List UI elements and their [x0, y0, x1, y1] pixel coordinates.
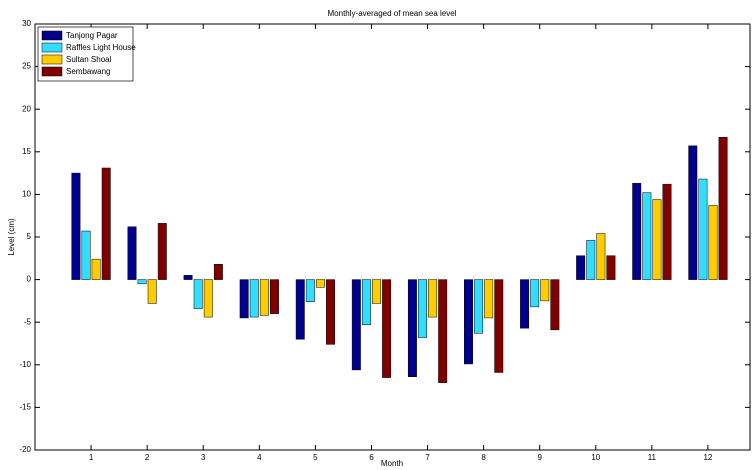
- y-tick-label: -15: [19, 403, 31, 412]
- x-tick-label: 4: [257, 453, 262, 462]
- bar: [438, 279, 448, 383]
- bar: [632, 183, 642, 280]
- x-tick-label: 2: [145, 453, 150, 462]
- bar: [382, 279, 392, 378]
- x-tick-label: 11: [648, 453, 657, 462]
- chart-title: Monthly-averaged of mean sea level: [328, 9, 457, 18]
- bar: [540, 279, 550, 302]
- bar: [484, 279, 494, 319]
- x-tick-label: 1: [89, 453, 94, 462]
- bar: [586, 240, 596, 280]
- x-tick-label: 9: [537, 453, 542, 462]
- bar: [137, 279, 147, 285]
- y-tick-label: 0: [27, 275, 32, 284]
- bar: [407, 279, 417, 377]
- bar: [127, 226, 137, 280]
- bar: [361, 279, 371, 326]
- bar: [203, 279, 213, 318]
- legend-swatch: [41, 54, 63, 65]
- bar: [464, 279, 473, 365]
- bar: [326, 279, 335, 345]
- bar: [305, 279, 315, 303]
- bar: [315, 279, 325, 288]
- legend-swatch: [41, 30, 63, 41]
- bar: [596, 233, 606, 280]
- bar: [259, 279, 269, 316]
- y-tick-label: -5: [24, 317, 32, 326]
- x-tick-label: 8: [481, 453, 486, 462]
- bar: [81, 230, 91, 280]
- y-tick-label: 25: [22, 62, 31, 71]
- bar: [606, 255, 616, 280]
- legend-label: Raffles Light House: [66, 43, 136, 52]
- bar: [474, 279, 484, 334]
- x-tick-label: 6: [369, 453, 374, 462]
- plot-frame: [34, 23, 751, 451]
- x-tick-label: 7: [425, 453, 430, 462]
- y-tick-label: -20: [19, 445, 31, 454]
- bar: [662, 183, 672, 280]
- bar: [147, 279, 157, 304]
- legend-label: Sembawang: [66, 67, 110, 76]
- bar: [418, 279, 427, 338]
- bar: [698, 178, 708, 280]
- bar: [183, 275, 193, 280]
- x-axis-label: Month: [381, 459, 403, 468]
- bar: [520, 279, 530, 329]
- y-tick-label: -10: [19, 360, 31, 369]
- bar: [652, 199, 662, 280]
- legend-label: Sultan Shoal: [66, 55, 112, 64]
- bar: [295, 279, 305, 340]
- bar: [708, 205, 718, 280]
- y-tick-label: 20: [22, 104, 31, 113]
- bar: [718, 137, 728, 280]
- y-tick-label: 5: [27, 232, 32, 241]
- y-tick-label: 10: [22, 190, 31, 199]
- bar: [157, 223, 167, 280]
- bar: [269, 279, 279, 314]
- y-axis-label: Level (cm): [7, 218, 16, 256]
- legend-label: Tanjong Pagar: [66, 31, 118, 40]
- bar: [372, 279, 381, 304]
- bar: [91, 258, 101, 280]
- bar: [101, 167, 111, 280]
- x-tick-label: 3: [201, 453, 206, 462]
- x-tick-label: 5: [313, 453, 318, 462]
- bar: [688, 145, 698, 280]
- bar: [239, 279, 249, 319]
- y-tick-label: 15: [22, 147, 31, 156]
- bar: [576, 255, 586, 280]
- y-tick-label: 30: [22, 19, 31, 28]
- bar: [530, 279, 540, 308]
- bar: [642, 192, 652, 280]
- bar: [494, 279, 504, 373]
- x-tick-label: 12: [703, 453, 712, 462]
- legend-swatch: [41, 42, 63, 53]
- bar: [550, 279, 560, 331]
- bar: [249, 279, 259, 318]
- bar: [351, 279, 361, 371]
- x-tick-label: 10: [591, 453, 600, 462]
- bar: [193, 279, 203, 309]
- bar: [428, 279, 438, 318]
- legend-swatch: [41, 66, 63, 77]
- bar: [213, 264, 223, 280]
- bar: [71, 172, 81, 280]
